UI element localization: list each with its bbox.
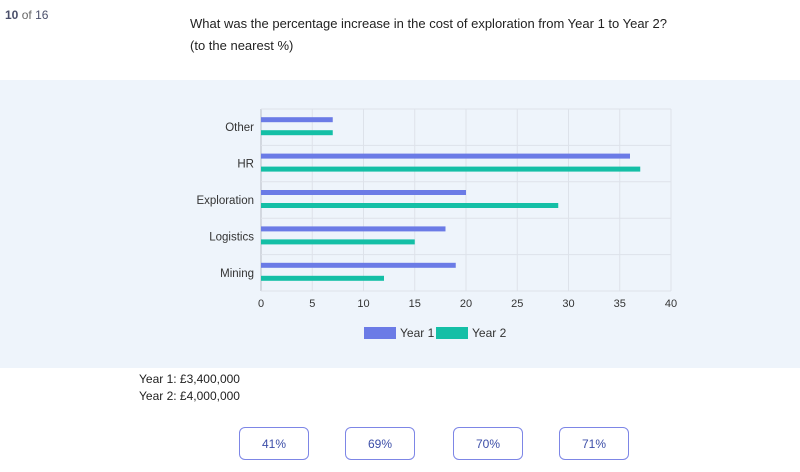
question-text: What was the percentage increase in the … [190,16,667,31]
bar-chart: 0 5 10 15 20 25 30 35 40 Other HR Exploration Logist… [196,108,677,340]
x-tick-label: 30 [562,298,574,310]
question-counter: 10 of 16 [5,8,48,22]
legend-label: Year 1 [400,326,435,340]
info-year2: Year 2: £4,000,000 [139,389,240,403]
x-tick-label: 15 [409,298,421,310]
category-label: Exploration [196,195,254,207]
bar-year-2 [261,130,333,136]
x-tick-label: 35 [614,298,626,310]
answer-option-3[interactable]: 70% [453,427,523,460]
chart-panel: 0 5 10 15 20 25 30 35 40 Other HR Exploration Logist… [0,80,800,368]
bar-year-2 [261,203,559,208]
x-tick-label: 10 [357,298,369,310]
legend-label: Year 2 [472,326,507,340]
legend-swatch [436,327,468,339]
bar-year-2 [261,239,415,245]
category-label: Other [225,122,254,134]
category-label: HR [237,159,254,171]
bar-year-2 [261,275,384,281]
answer-option-4[interactable]: 71% [559,427,629,460]
bar-year-1 [261,117,333,123]
bar-year-1 [261,153,630,159]
x-tick-label: 25 [511,298,523,310]
x-tick-label: 20 [460,298,472,310]
question-subtext: (to the nearest %) [190,38,294,53]
x-tick-label: 0 [258,298,264,310]
answer-option-1[interactable]: 41% [239,427,309,460]
total-questions-number: 16 [35,8,49,22]
x-tick-label: 40 [665,298,677,310]
info-year1: Year 1: £3,400,000 [139,372,240,386]
counter-of-label: of [21,8,32,22]
current-question-number: 10 [5,8,19,22]
answer-option-2[interactable]: 69% [345,427,415,460]
legend-swatch [364,327,396,339]
x-tick-label: 5 [309,298,315,310]
bar-year-1 [261,226,446,232]
bar-year-1 [261,190,466,195]
bar-year-1 [261,262,456,268]
category-label: Mining [220,268,254,280]
bar-year-2 [261,166,641,172]
category-label: Logistics [209,231,254,243]
